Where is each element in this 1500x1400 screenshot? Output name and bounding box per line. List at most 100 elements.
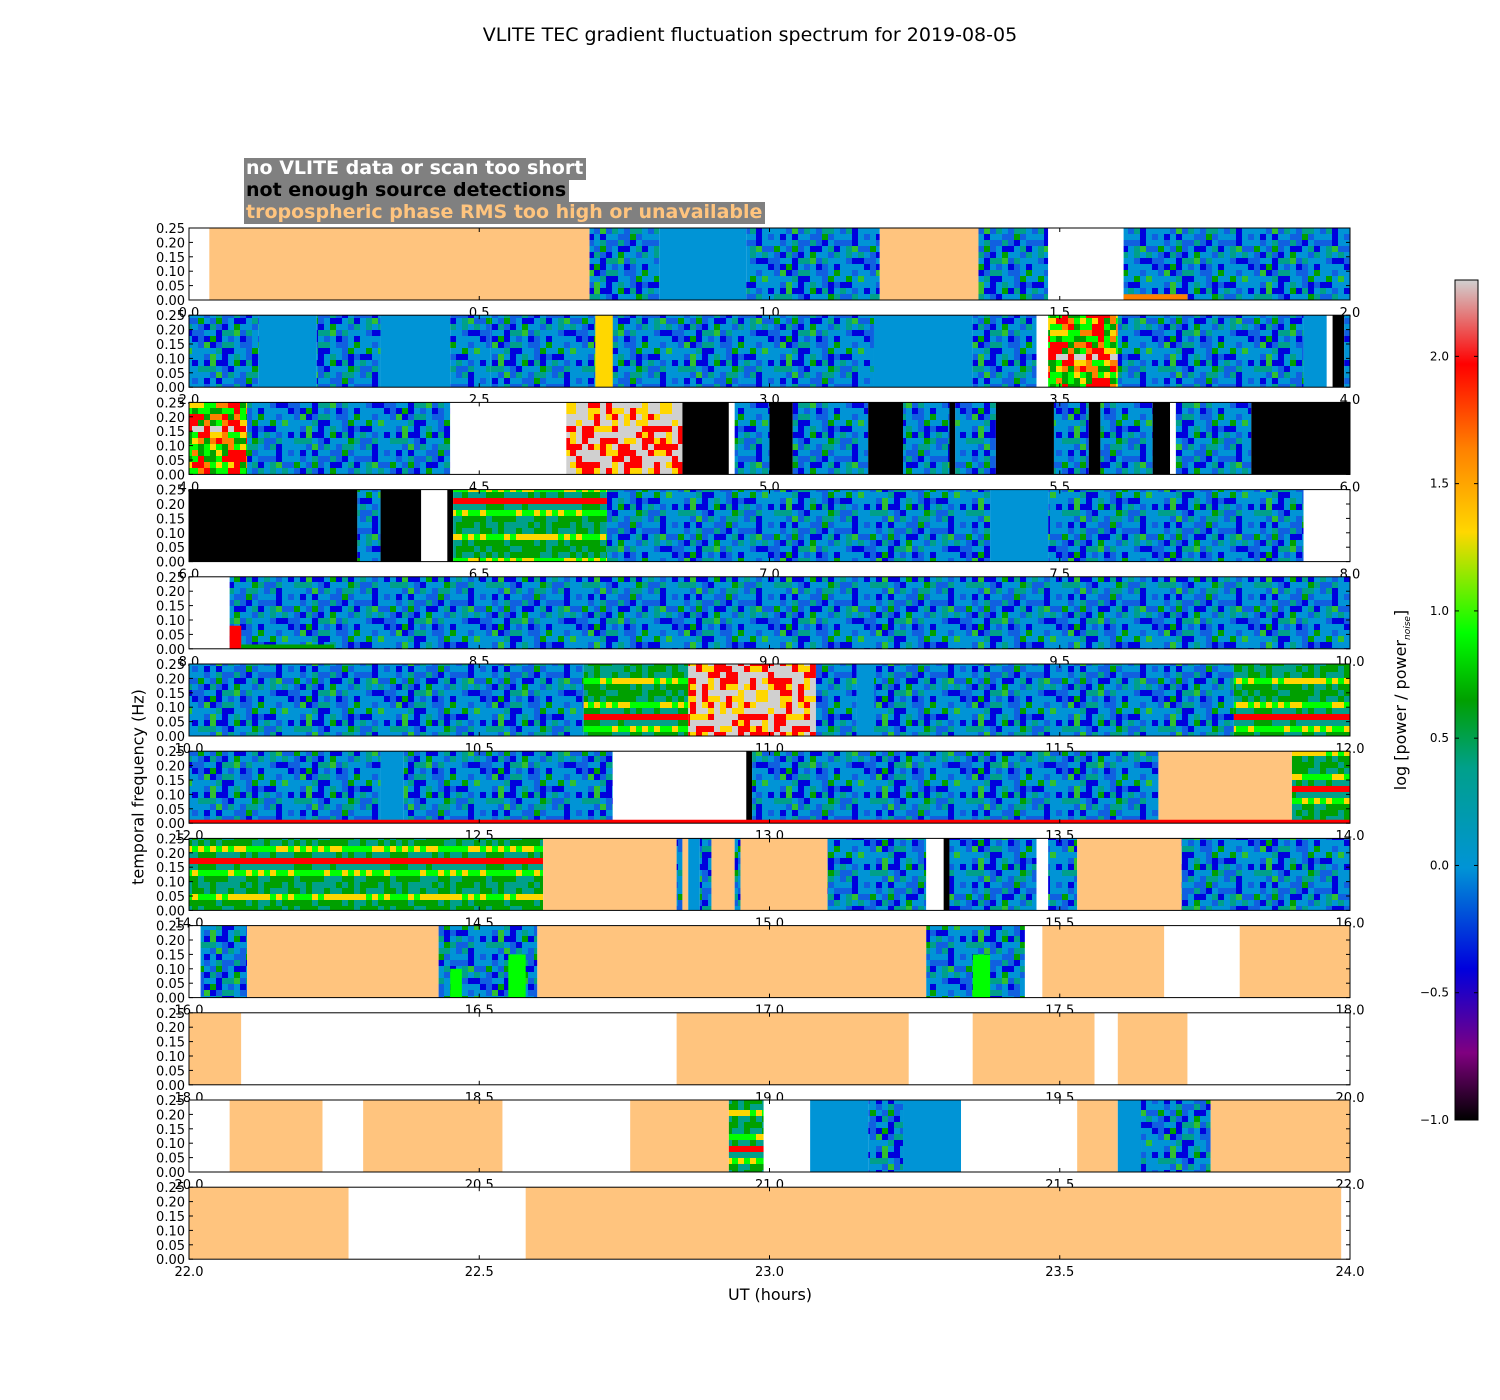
segment-none: [1048, 228, 1124, 300]
y-tick-label: 0.15: [156, 774, 185, 789]
y-tick-label: 0.25: [156, 571, 185, 586]
segment-flat: [380, 315, 451, 388]
segment-trop: [879, 228, 979, 300]
y-tick-label: 0.15: [156, 600, 185, 615]
y-tick-label: 0.20: [156, 934, 185, 949]
chart-title: VLITE TEC gradient fluctuation spectrum …: [482, 24, 1018, 46]
segment-bad: [682, 402, 729, 475]
segment-flat: [659, 228, 747, 300]
panel-0: 0.000.050.100.150.200.250.0 0.5 1.0 1.5 2.0: [156, 222, 1360, 321]
segment-spec: [699, 838, 712, 911]
y-tick-label: 0.25: [156, 1181, 185, 1196]
y-tick-label: 0.15: [156, 512, 185, 527]
y-axis-label: temporal frequency (Hz): [128, 689, 148, 885]
segment-spec: [978, 228, 1049, 300]
y-tick-label: 0.05: [156, 1064, 185, 1079]
y-tick-label: 0.00: [156, 294, 185, 309]
segment-none: [189, 1100, 230, 1172]
segment-spec: [189, 664, 584, 736]
colorbar-label: log [power / powernoise]: [1390, 609, 1414, 791]
segment-trop: [1042, 925, 1165, 998]
segment-none: [322, 1100, 364, 1172]
segment-hotband: [1233, 664, 1350, 736]
y-tick-label: 0.25: [156, 309, 185, 324]
panel-4: 0.000.050.100.150.200.258.0 8.5 9.0 9.5 10.0: [156, 571, 1364, 670]
y-tick-label: 0.00: [156, 1253, 185, 1268]
segment-bad: [1152, 402, 1171, 475]
segment-flat: [1117, 1100, 1142, 1172]
y-tick-label: 0.00: [156, 992, 185, 1007]
segment-hotband: [583, 664, 689, 736]
y-tick-label: 0.10: [156, 963, 185, 978]
segment-flat: [873, 315, 973, 388]
segment-spec: [189, 315, 259, 388]
y-tick-label: 0.00: [156, 1079, 185, 1094]
y-tick-label: 0.25: [156, 658, 185, 673]
segment-trop: [1077, 1100, 1118, 1172]
segment-flat: [688, 838, 700, 911]
y-tick-label: 0.00: [156, 730, 185, 745]
y-tick-label: 0.10: [156, 352, 185, 367]
y-tick-label: 0.25: [156, 222, 185, 237]
segment-spec: [972, 315, 1037, 388]
segment-spec: [189, 751, 381, 824]
y-tick-label: 0.05: [156, 367, 185, 382]
y-tick-label: 0.25: [156, 484, 185, 499]
y-tick-label: 0.05: [156, 280, 185, 295]
y-tick-label: 0.15: [156, 1036, 185, 1051]
segment-none: [421, 489, 448, 562]
segment-spec: [1175, 402, 1252, 475]
segment-trop: [229, 1100, 323, 1172]
segment-none: [241, 1012, 677, 1085]
segment-spec: [606, 489, 991, 562]
segment-hotband: [1291, 751, 1350, 824]
segment-spec: [955, 402, 996, 475]
segment-spec: [676, 838, 683, 911]
segment-none: [1326, 315, 1333, 388]
hot-feature: [241, 644, 335, 649]
segment-spec: [357, 489, 381, 562]
y-tick-label: 0.20: [156, 760, 185, 775]
y-tick-label: 0.15: [156, 1210, 185, 1225]
segment-none: [961, 1100, 1078, 1172]
segment-trop: [682, 838, 689, 911]
segment-none: [1187, 1012, 1350, 1085]
panel-2: 0.000.050.100.150.200.254.0 4.5 5.0 5.5 6.0: [156, 396, 1360, 495]
segment-none: [1170, 402, 1176, 475]
y-tick-label: 0.00: [156, 817, 185, 832]
segment-none: [1164, 925, 1240, 998]
y-tick-label: 0.15: [156, 687, 185, 702]
segment-none: [1036, 315, 1049, 388]
y-tick-label: 0.10: [156, 1050, 185, 1065]
y-tick-label: 0.15: [156, 861, 185, 876]
y-tick-label: 0.05: [156, 803, 185, 818]
segment-spec: [740, 315, 874, 388]
segment-hotband: [189, 838, 544, 911]
y-tick-label: 0.20: [156, 1021, 185, 1036]
segment-spec: [247, 402, 451, 475]
y-tick-label: 0.10: [156, 788, 185, 803]
segment-spec: [734, 402, 770, 475]
segment-hot: [1048, 315, 1118, 388]
segment-bad: [1332, 315, 1345, 388]
x-tick-label: 24.0: [1336, 1265, 1365, 1280]
colorbar-tick-label: 1.0: [1430, 604, 1449, 618]
segment-spec: [903, 402, 950, 475]
segment-bad: [1251, 402, 1350, 475]
y-tick-label: 0.05: [156, 1239, 185, 1254]
segment-spec: [827, 838, 927, 911]
segment-spec: [792, 402, 869, 475]
segment-none: [450, 402, 567, 475]
segment-bad: [380, 489, 422, 562]
panel-3: 0.000.050.100.150.200.256.0 6.5 7.0 7.5 8.0: [156, 484, 1360, 583]
segment-bad: [769, 402, 793, 475]
segment-none: [189, 925, 201, 998]
segment-spec: [949, 838, 1037, 911]
segment-none: [1341, 1187, 1350, 1260]
segment-spec: [490, 315, 596, 388]
y-tick-label: 0.20: [156, 1108, 185, 1123]
segment-trop: [247, 925, 439, 998]
x-axis-label: UT (hours): [727, 1285, 813, 1304]
